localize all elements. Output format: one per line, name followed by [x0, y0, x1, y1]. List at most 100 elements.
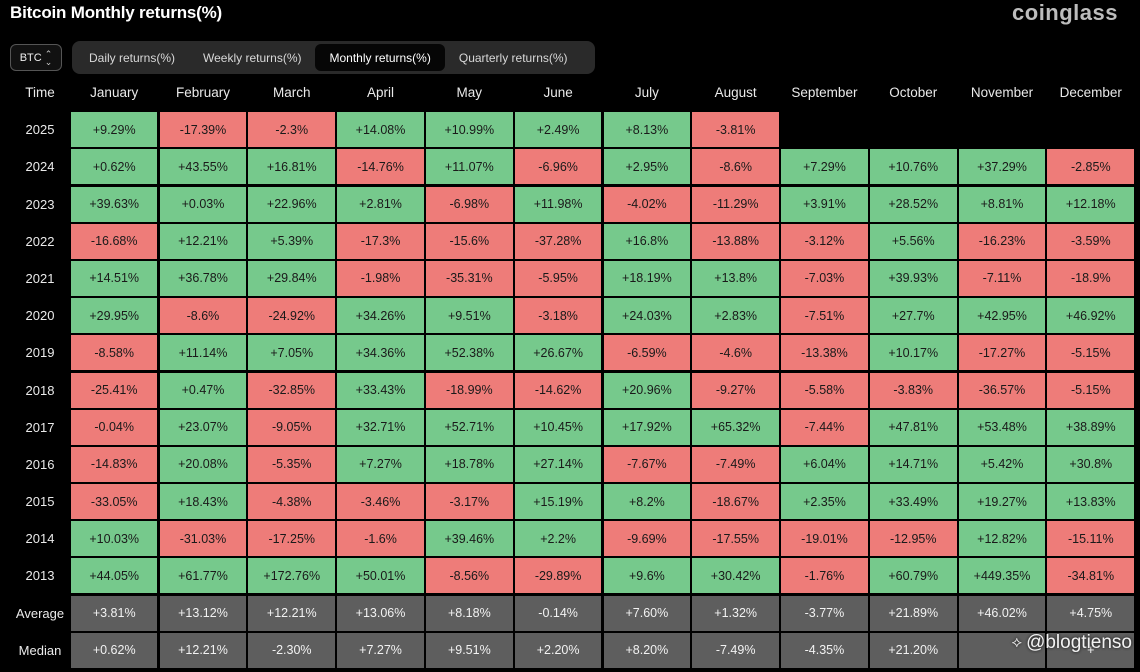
month-header-august: August	[714, 85, 757, 100]
return-cell: -1.98%	[337, 260, 424, 296]
return-cell: +8.18%	[426, 595, 513, 631]
return-cell: +12.21%	[248, 595, 336, 631]
return-cell: +18.19%	[603, 260, 691, 296]
return-cell: +32.71%	[337, 409, 424, 445]
return-cell: +5.42%	[958, 446, 1046, 482]
month-header-january: January	[90, 85, 139, 100]
return-cell: +61.77%	[159, 558, 247, 594]
return-cell: -3.17%	[426, 484, 513, 520]
return-cell: +0.62%	[70, 632, 158, 668]
tab-weekly-returns[interactable]: Weekly returns(%)	[203, 50, 302, 65]
return-cell: +12.21%	[159, 632, 247, 668]
return-cell: +29.95%	[70, 298, 158, 334]
return-cell: -8.58%	[70, 335, 158, 371]
year-label: 2024	[25, 159, 55, 175]
page-title: Bitcoin Monthly returns(%)	[10, 3, 223, 22]
return-cell: +2.20%	[514, 632, 602, 668]
year-label: 2018	[25, 382, 55, 398]
return-cell: +22.96%	[248, 186, 336, 222]
month-header-november: November	[970, 85, 1034, 100]
return-cell: -3.46%	[337, 484, 424, 520]
return-cell: +23.07%	[159, 409, 247, 445]
return-cell: -13.38%	[781, 335, 868, 371]
return-cell: +27.14%	[514, 446, 602, 482]
month-header-may: May	[456, 85, 483, 100]
return-cell: -16.23%	[958, 223, 1046, 259]
logo-icon: ⟡	[1011, 634, 1023, 651]
return-cell: +38.89%	[1047, 409, 1135, 445]
return-cell: +11.98%	[514, 186, 602, 222]
return-cell: +10.99%	[426, 112, 513, 148]
return-cell: -17.27%	[958, 335, 1046, 371]
return-cell: -17.55%	[692, 521, 779, 557]
return-cell: +39.63%	[70, 186, 158, 222]
return-cell: -5.15%	[1047, 335, 1135, 371]
return-cell: +19.27%	[958, 484, 1046, 520]
return-cell: +16.8%	[603, 223, 691, 259]
return-cell: +9.51%	[426, 298, 513, 334]
return-cell: +24.03%	[603, 298, 691, 334]
return-cell: +53.48%	[958, 409, 1046, 445]
monthly-returns-table: Time January February March April May June Jul…	[10, 74, 1135, 669]
return-cell: +10.45%	[514, 409, 602, 445]
return-cell: +2.95%	[603, 149, 691, 185]
asset-select[interactable]: BTC ⌃ ⌄	[10, 44, 62, 71]
return-cell: +6.04%	[781, 446, 868, 482]
return-cell: -1.6%	[337, 521, 424, 557]
return-cell: +46.92%	[1047, 298, 1135, 334]
return-cell: -17.25%	[248, 521, 336, 557]
return-cell: -18.99%	[426, 372, 513, 408]
table-row: 2014 +10.03% -31.03% -17.25% -1.6% +39.46% +2.…	[10, 520, 1135, 557]
return-cell: +39.93%	[869, 260, 957, 296]
return-cell: -36.57%	[958, 372, 1046, 408]
return-cell: +5.56%	[869, 223, 957, 259]
return-cell: -18.67%	[692, 484, 779, 520]
return-cell: -6.59%	[603, 335, 691, 371]
return-cell: -3.12%	[781, 223, 868, 259]
watermark: ⟡ @blogtienso	[1012, 632, 1133, 654]
tab-monthly-returns[interactable]: Monthly returns(%)	[315, 44, 445, 71]
month-header-december: December	[1059, 85, 1122, 100]
return-cell: +10.17%	[869, 335, 957, 371]
return-cell: -14.62%	[514, 372, 602, 408]
tab-daily-returns[interactable]: Daily returns(%)	[89, 50, 176, 65]
year-label: 2015	[25, 494, 55, 510]
return-cell: +2.81%	[337, 186, 424, 222]
returns-tabs: Daily returns(%) Weekly returns(%) Month…	[72, 41, 595, 74]
return-cell: +8.20%	[603, 632, 691, 668]
year-label: 2023	[25, 196, 55, 212]
return-cell: +26.67%	[514, 335, 602, 371]
month-header-april: April	[367, 85, 395, 100]
year-label: 2025	[25, 122, 55, 138]
return-cell: +42.95%	[958, 298, 1046, 334]
return-cell: -8.6%	[159, 298, 247, 334]
return-cell: +47.81%	[869, 409, 957, 445]
return-cell: +52.71%	[426, 409, 513, 445]
return-cell: -0.14%	[514, 595, 602, 631]
return-cell: -33.05%	[70, 484, 158, 520]
return-cell: -6.96%	[514, 149, 602, 185]
return-cell: +10.76%	[869, 149, 957, 185]
return-cell: -15.11%	[1047, 521, 1135, 557]
return-cell: +13.83%	[1047, 484, 1135, 520]
return-cell: -3.77%	[781, 595, 868, 631]
return-cell: +37.29%	[958, 149, 1046, 185]
tab-quarterly-returns[interactable]: Quarterly returns(%)	[458, 50, 568, 65]
return-cell: +34.36%	[337, 335, 424, 371]
return-cell: +7.60%	[603, 595, 691, 631]
year-label: 2017	[25, 419, 55, 435]
return-cell: +7.27%	[337, 446, 424, 482]
return-cell: +8.2%	[603, 484, 691, 520]
return-cell: +52.38%	[426, 335, 513, 371]
table-row: 2025 +9.29% -17.39% -2.3% +14.08% +10.99% +2.4…	[10, 111, 1135, 148]
return-cell: -7.44%	[781, 409, 868, 445]
year-label: 2021	[25, 270, 55, 286]
return-cell: +8.81%	[958, 186, 1046, 222]
return-cell: +2.2%	[514, 521, 602, 557]
year-label: 2022	[25, 233, 55, 249]
return-cell: -8.56%	[426, 558, 513, 594]
return-cell: +0.03%	[159, 186, 247, 222]
table-header-row: Time January February March April May June Jul…	[10, 74, 1135, 111]
return-cell: -3.81%	[692, 112, 779, 148]
return-cell: -2.3%	[248, 112, 336, 148]
